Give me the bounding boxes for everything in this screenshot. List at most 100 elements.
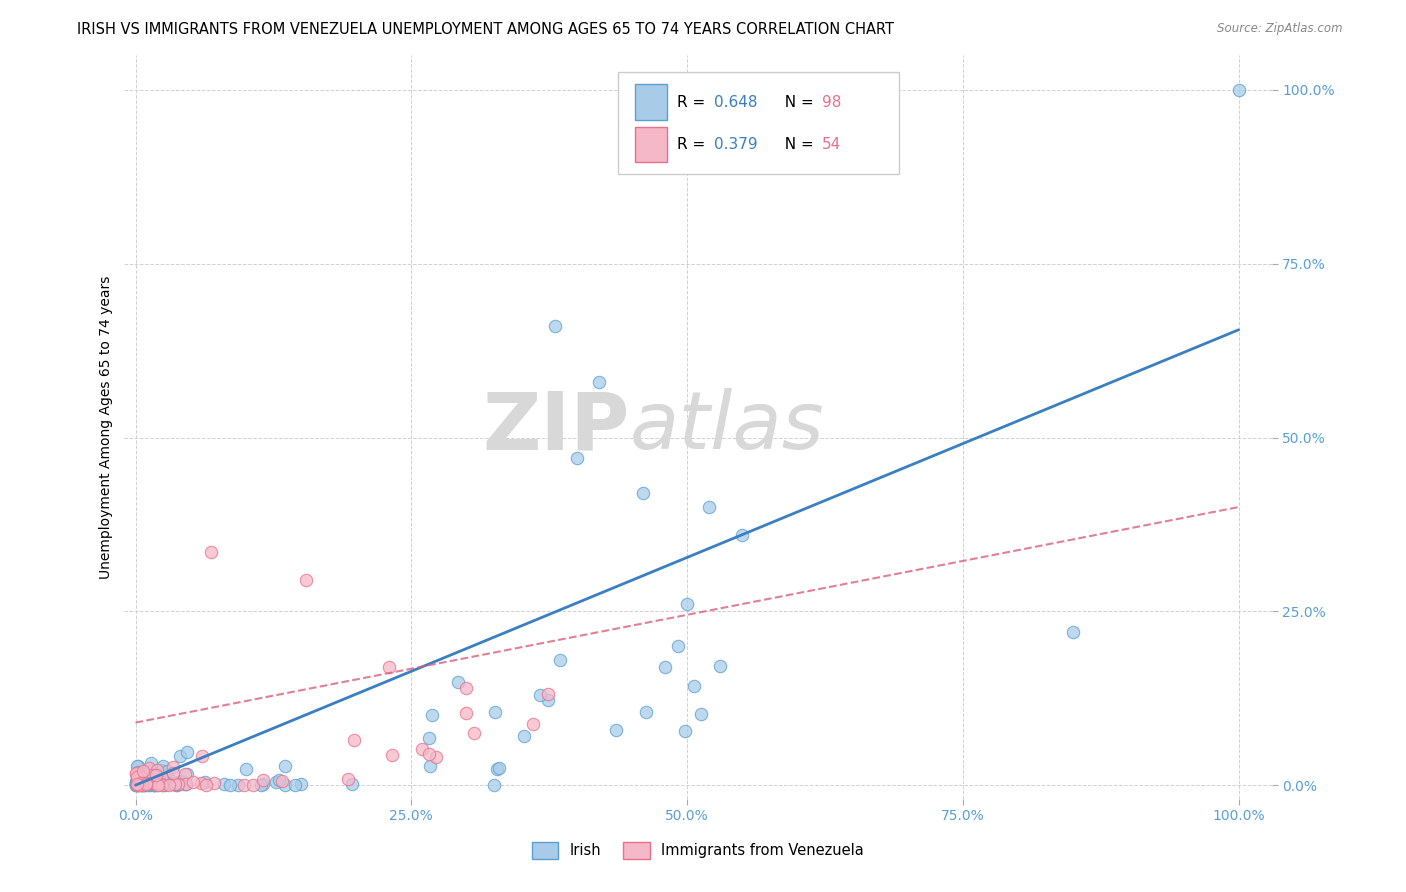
Point <box>447 674 470 689</box>
Point <box>148 778 170 792</box>
Point <box>125 770 148 784</box>
Point <box>235 762 257 776</box>
Text: R =: R = <box>678 136 710 152</box>
Point <box>145 777 167 791</box>
Point <box>132 778 155 792</box>
Point <box>163 777 186 791</box>
Text: atlas: atlas <box>630 388 824 467</box>
Point <box>145 763 167 777</box>
Point <box>135 777 157 791</box>
Point <box>482 778 505 792</box>
Point <box>340 777 363 791</box>
Point <box>284 778 307 792</box>
Point <box>181 775 204 789</box>
Point <box>146 778 169 792</box>
Point <box>588 375 610 389</box>
Point <box>127 772 149 787</box>
Point <box>214 777 236 791</box>
Point <box>162 765 184 780</box>
Point <box>152 772 174 786</box>
Point <box>634 706 657 720</box>
Point <box>124 777 146 791</box>
Point <box>336 772 359 786</box>
Text: 54: 54 <box>823 136 841 152</box>
Legend: Irish, Immigrants from Venezuela: Irish, Immigrants from Venezuela <box>531 842 865 859</box>
Text: N =: N = <box>775 95 818 110</box>
Point <box>138 761 160 775</box>
Point <box>194 778 217 792</box>
Point <box>124 774 146 789</box>
Point <box>125 778 148 792</box>
Point <box>295 573 318 587</box>
Point <box>132 777 155 791</box>
Point <box>381 747 404 762</box>
Point <box>202 776 225 790</box>
FancyBboxPatch shape <box>617 71 898 174</box>
Point <box>125 777 148 791</box>
Point <box>242 778 264 792</box>
Point <box>153 769 176 783</box>
Point <box>250 778 273 792</box>
Point <box>131 776 153 790</box>
Point <box>252 777 274 791</box>
Point <box>125 767 148 781</box>
Point <box>125 778 148 792</box>
Point <box>127 765 149 780</box>
Point <box>522 717 544 731</box>
Point <box>200 545 222 559</box>
Point <box>132 778 155 792</box>
Point <box>170 774 193 789</box>
Point <box>264 775 287 789</box>
Point <box>128 775 150 789</box>
Point <box>128 778 150 792</box>
Point <box>167 777 190 791</box>
Point <box>157 777 180 791</box>
Point <box>127 758 149 772</box>
Point <box>152 759 174 773</box>
Point <box>160 775 183 789</box>
Point <box>125 777 148 791</box>
Point <box>125 765 148 780</box>
Point <box>536 687 558 701</box>
Point <box>226 778 249 792</box>
Point <box>169 748 191 763</box>
Text: R =: R = <box>678 95 710 110</box>
Point <box>270 773 292 788</box>
Point <box>129 778 152 792</box>
Point <box>486 762 509 776</box>
Point <box>529 689 551 703</box>
Point <box>605 723 627 737</box>
Point <box>141 763 163 777</box>
Point <box>125 776 148 790</box>
Point <box>142 775 165 789</box>
Point <box>343 733 366 747</box>
Point <box>165 778 187 792</box>
Point <box>419 758 441 772</box>
Point <box>673 723 696 738</box>
Text: Source: ZipAtlas.com: Source: ZipAtlas.com <box>1218 22 1343 36</box>
Point <box>454 706 477 720</box>
Point <box>134 778 156 792</box>
Point <box>173 767 195 781</box>
Point <box>219 778 242 792</box>
Point <box>149 777 172 791</box>
Point <box>153 778 176 792</box>
Point <box>128 778 150 792</box>
Point <box>125 778 148 792</box>
Point <box>731 528 754 542</box>
Point <box>125 776 148 790</box>
Point <box>127 778 149 792</box>
Point <box>149 763 172 777</box>
Point <box>274 758 297 772</box>
Point <box>150 771 173 785</box>
Point <box>425 749 447 764</box>
Point <box>488 761 510 775</box>
Point <box>690 706 713 721</box>
Point <box>176 777 198 791</box>
Point <box>138 777 160 791</box>
Point <box>290 777 312 791</box>
Point <box>484 705 506 719</box>
Point <box>150 778 173 792</box>
Text: ZIP: ZIP <box>482 388 630 467</box>
FancyBboxPatch shape <box>636 84 666 120</box>
